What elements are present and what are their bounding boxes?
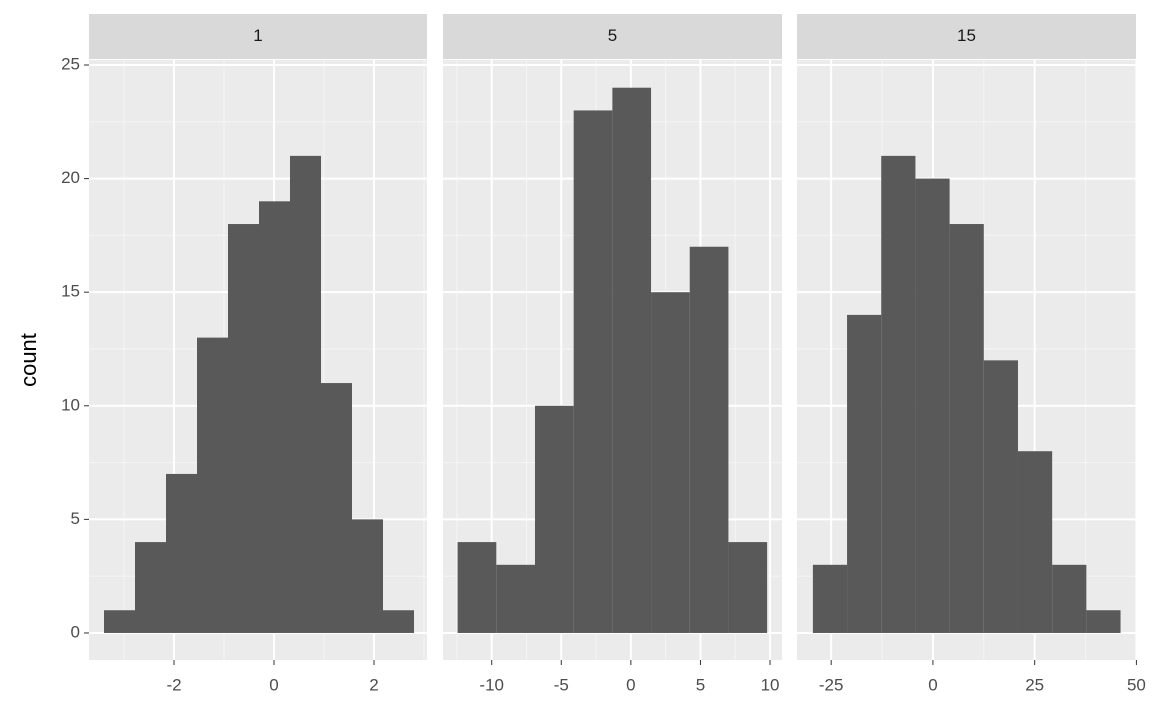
- bar: [881, 155, 916, 633]
- x-tick-label: 2: [369, 675, 378, 694]
- strip-label: 1: [253, 26, 262, 45]
- x-tick-label: 10: [761, 675, 780, 694]
- strip: [443, 14, 782, 59]
- bar: [104, 610, 135, 633]
- y-axis-title: count: [16, 333, 41, 387]
- x-tick-label: 50: [1127, 675, 1146, 694]
- bar: [1017, 451, 1053, 633]
- bar: [651, 292, 690, 633]
- x-tick-label: -5: [554, 675, 569, 694]
- bar: [949, 224, 984, 633]
- bar: [135, 542, 166, 633]
- strip-label: 5: [608, 26, 617, 45]
- bar: [496, 564, 535, 633]
- bar: [1052, 564, 1087, 633]
- bar: [383, 610, 414, 633]
- strip-label: 15: [957, 26, 976, 45]
- strip: [797, 14, 1136, 59]
- y-tick-label: 25: [61, 54, 80, 73]
- bar: [321, 383, 352, 633]
- x-tick-label: -2: [166, 675, 181, 694]
- x-tick-label: 0: [626, 675, 635, 694]
- bar: [534, 405, 574, 633]
- x-tick-label: 0: [269, 675, 278, 694]
- x-tick-label: 5: [696, 675, 705, 694]
- bar: [983, 360, 1018, 633]
- bar: [915, 178, 950, 633]
- bar: [259, 201, 290, 633]
- bar: [457, 542, 497, 633]
- y-tick-label: 0: [71, 622, 80, 641]
- bar: [1086, 610, 1121, 633]
- bar: [228, 224, 259, 633]
- x-tick-label: 25: [1025, 675, 1044, 694]
- bar: [612, 87, 652, 633]
- bar: [290, 155, 321, 633]
- bar: [728, 542, 768, 633]
- x-tick-label: -25: [819, 675, 844, 694]
- y-tick-label: 5: [71, 509, 80, 528]
- strip: [89, 14, 427, 59]
- bar: [197, 337, 228, 633]
- bar: [689, 246, 729, 633]
- bar: [812, 564, 848, 633]
- y-tick-label: 10: [61, 395, 80, 414]
- bar: [166, 473, 197, 633]
- bar: [573, 110, 613, 633]
- x-tick-label: 0: [928, 675, 937, 694]
- x-tick-label: -10: [479, 675, 504, 694]
- bar: [847, 314, 882, 633]
- bar: [352, 519, 383, 633]
- y-tick-label: 15: [61, 282, 80, 301]
- y-tick-label: 20: [61, 168, 80, 187]
